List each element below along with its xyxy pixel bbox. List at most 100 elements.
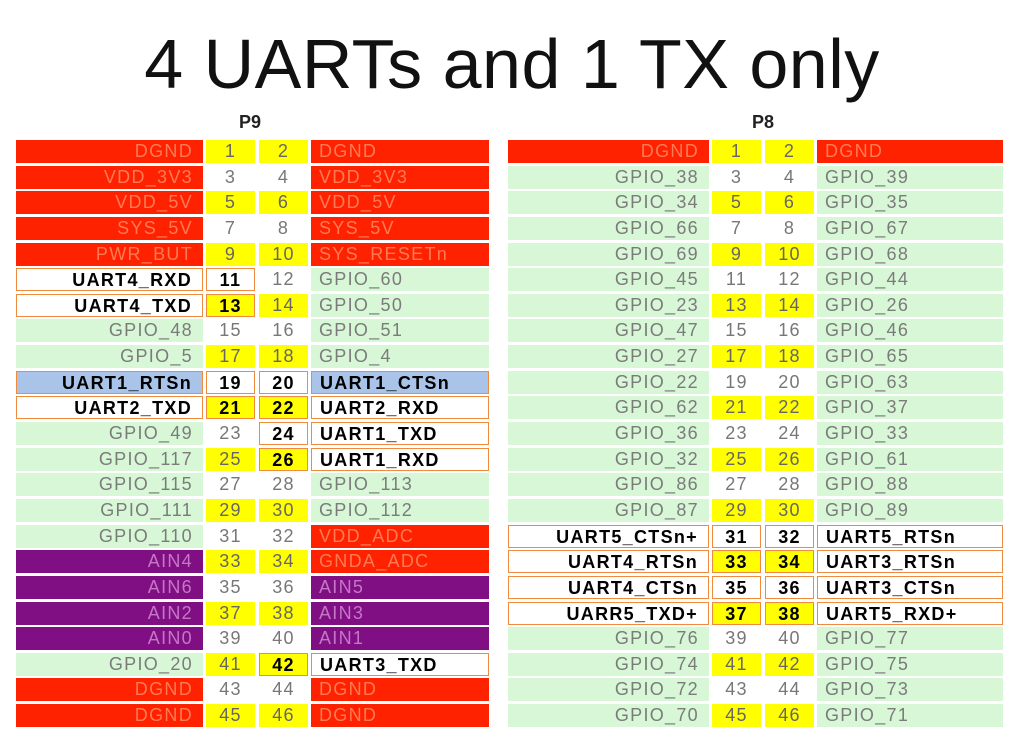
- pin-row: AIN6 35 36 AIN5: [16, 575, 489, 599]
- pin-number-right: 18: [259, 345, 308, 369]
- pin-number-right: 2: [259, 140, 308, 163]
- pin-name-left: GPIO_66: [508, 216, 709, 240]
- pin-number-right: 24: [765, 422, 814, 446]
- pin-name-left: VDD_3V3: [16, 165, 203, 189]
- pin-name-right: GPIO_112: [311, 498, 489, 522]
- pin-name-left: GPIO_72: [508, 678, 709, 702]
- pin-name-left: GPIO_5: [16, 345, 203, 369]
- pin-number-right: 26: [259, 447, 308, 471]
- pin-number-left: 7: [712, 216, 761, 240]
- pin-name-right: GPIO_63: [817, 370, 1003, 394]
- pin-name-right: GPIO_77: [817, 627, 1003, 651]
- pin-number-right: 38: [259, 601, 308, 625]
- pin-number-right: 16: [765, 319, 814, 343]
- pin-name-left: GPIO_49: [16, 422, 203, 446]
- pin-number-left: 23: [206, 422, 255, 446]
- pin-number-left: 33: [206, 550, 255, 574]
- pin-name-right: UART1_RXD: [311, 447, 489, 471]
- pin-number-left: 29: [712, 498, 761, 522]
- pin-number-right: 34: [765, 550, 814, 574]
- pin-number-left: 39: [206, 627, 255, 651]
- pin-number-right: 24: [259, 422, 308, 446]
- pin-number-left: 1: [206, 140, 255, 163]
- pin-name-left: GPIO_76: [508, 627, 709, 651]
- pin-number-left: 41: [712, 652, 761, 676]
- pin-row: GPIO_34 5 6 GPIO_35: [508, 191, 1003, 215]
- pin-name-right: GPIO_33: [817, 422, 1003, 446]
- pin-number-left: 35: [206, 575, 255, 599]
- pin-number-right: 36: [765, 575, 814, 599]
- p9-pin-table: DGND 1 2 DGND VDD_3V3 3 4 VDD_3V3 VDD_5V 5 6 VDD_5V…: [16, 140, 489, 730]
- pin-row: GPIO_36 23 24 GPIO_33: [508, 422, 1003, 446]
- pin-name-right: GPIO_88: [817, 473, 1003, 497]
- pin-number-right: 32: [259, 524, 308, 548]
- pin-row: GPIO_110 31 32 VDD_ADC: [16, 524, 489, 548]
- pin-row: GPIO_66 7 8 GPIO_67: [508, 216, 1003, 240]
- pin-name-right: GPIO_75: [817, 652, 1003, 676]
- pin-name-left: GPIO_20: [16, 652, 203, 676]
- pin-row: AIN0 39 40 AIN1: [16, 627, 489, 651]
- pin-number-right: 10: [259, 242, 308, 266]
- pin-row: UART4_RXD 11 12 GPIO_60: [16, 268, 489, 292]
- pin-name-right: GPIO_113: [311, 473, 489, 497]
- pin-name-right: VDD_3V3: [311, 165, 489, 189]
- pin-row: GPIO_115 27 28 GPIO_113: [16, 473, 489, 497]
- pin-row: UART4_RTSn 33 34 UART3_RTSn: [508, 550, 1003, 574]
- pin-name-left: UART4_CTSn: [508, 575, 709, 599]
- pin-name-right: UART5_RTSn: [817, 524, 1003, 548]
- pin-row: GPIO_22 19 20 GPIO_63: [508, 370, 1003, 394]
- pin-row: GPIO_20 41 42 UART3_TXD: [16, 652, 489, 676]
- pin-name-left: GPIO_23: [508, 293, 709, 317]
- pin-name-right: UART2_RXD: [311, 396, 489, 420]
- pin-row: GPIO_117 25 26 UART1_RXD: [16, 447, 489, 471]
- pin-row: UART1_RTSn 19 20 UART1_CTSn: [16, 370, 489, 394]
- pin-name-left: GPIO_27: [508, 345, 709, 369]
- pin-name-right: GPIO_44: [817, 268, 1003, 292]
- pin-row: UART4_TXD 13 14 GPIO_50: [16, 293, 489, 317]
- pin-name-left: DGND: [16, 140, 203, 163]
- pin-name-left: AIN0: [16, 627, 203, 651]
- pin-name-left: GPIO_38: [508, 165, 709, 189]
- pin-name-right: DGND: [817, 140, 1003, 163]
- pin-number-right: 46: [259, 704, 308, 728]
- pin-row: GPIO_69 9 10 GPIO_68: [508, 242, 1003, 266]
- pin-name-right: GPIO_46: [817, 319, 1003, 343]
- p8-header: P8: [751, 112, 775, 132]
- pin-name-right: GPIO_35: [817, 191, 1003, 215]
- pin-number-right: 8: [765, 216, 814, 240]
- pin-number-right: 4: [259, 165, 308, 189]
- pin-name-left: GPIO_47: [508, 319, 709, 343]
- pin-number-right: 36: [259, 575, 308, 599]
- pin-number-right: 26: [765, 447, 814, 471]
- pin-row: GPIO_49 23 24 UART1_TXD: [16, 422, 489, 446]
- pin-row: GPIO_32 25 26 GPIO_61: [508, 447, 1003, 471]
- pin-name-left: UART1_RTSn: [16, 370, 203, 394]
- pin-number-right: 30: [765, 498, 814, 522]
- pin-name-left: GPIO_87: [508, 498, 709, 522]
- pin-row: UART5_CTSn+ 31 32 UART5_RTSn: [508, 524, 1003, 548]
- pin-number-left: 9: [712, 242, 761, 266]
- pin-number-left: 17: [712, 345, 761, 369]
- pin-number-right: 14: [259, 293, 308, 317]
- pin-name-right: GPIO_65: [817, 345, 1003, 369]
- pin-name-right: AIN3: [311, 601, 489, 625]
- pin-number-left: 19: [206, 370, 255, 394]
- pin-row: GPIO_87 29 30 GPIO_89: [508, 498, 1003, 522]
- pin-row: GPIO_76 39 40 GPIO_77: [508, 627, 1003, 651]
- pin-name-left: GPIO_111: [16, 498, 203, 522]
- pin-name-left: UART4_RTSn: [508, 550, 709, 574]
- pin-name-right: VDD_5V: [311, 191, 489, 215]
- pin-number-right: 22: [259, 396, 308, 420]
- pin-name-left: GPIO_70: [508, 704, 709, 728]
- pin-number-left: 45: [206, 704, 255, 728]
- pin-row: DGND 1 2 DGND: [508, 140, 1003, 163]
- pin-number-right: 46: [765, 704, 814, 728]
- pin-row: GPIO_47 15 16 GPIO_46: [508, 319, 1003, 343]
- pin-name-right: GPIO_39: [817, 165, 1003, 189]
- pin-number-left: 27: [712, 473, 761, 497]
- pin-number-right: 10: [765, 242, 814, 266]
- pin-row: UART2_TXD 21 22 UART2_RXD: [16, 396, 489, 420]
- pin-number-right: 28: [259, 473, 308, 497]
- pin-row: SYS_5V 7 8 SYS_5V: [16, 216, 489, 240]
- pin-number-left: 27: [206, 473, 255, 497]
